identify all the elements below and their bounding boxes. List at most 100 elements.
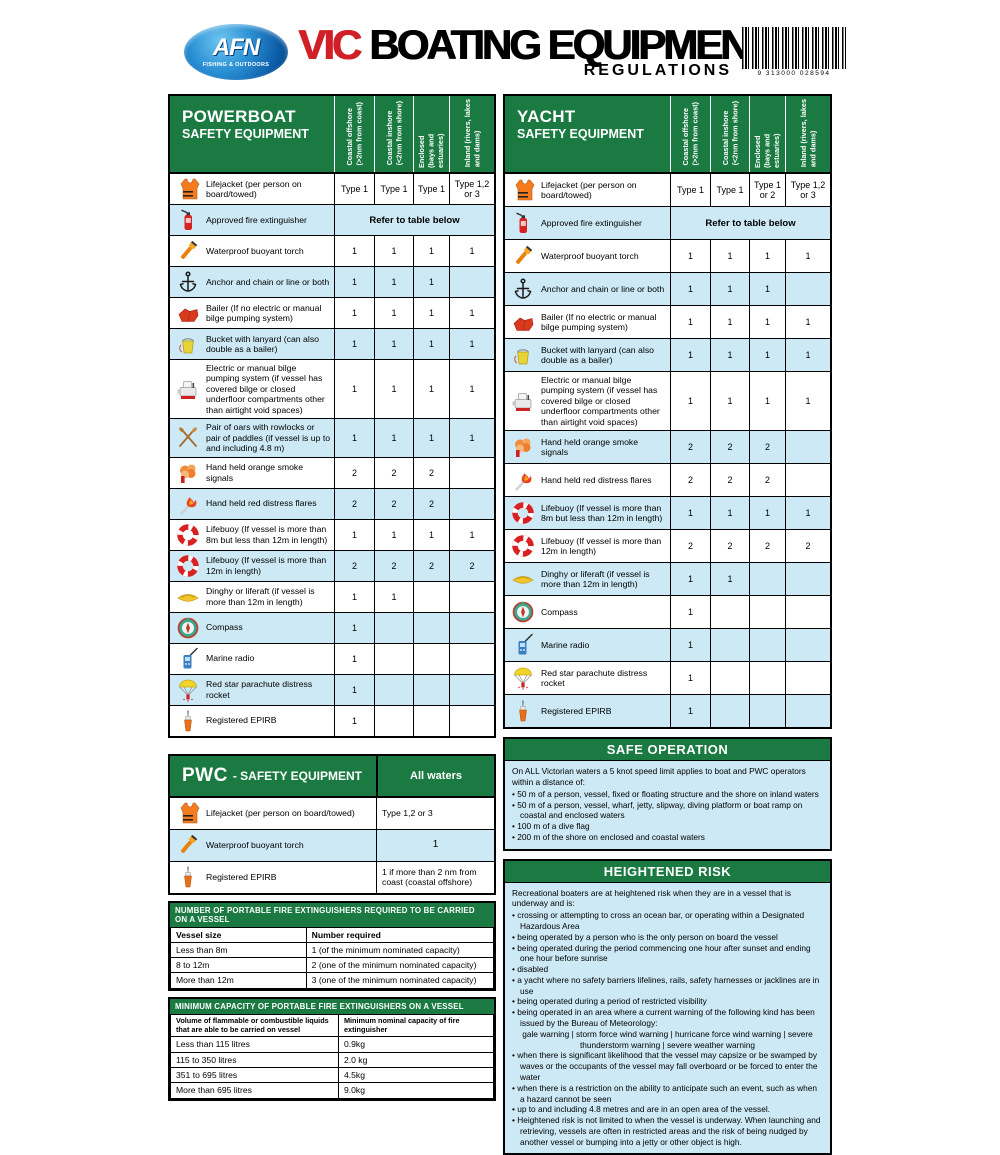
- bullet-item: • 200 m of the shore on enclosed and coa…: [512, 831, 705, 842]
- table-row: More than 12m 3 (one of the minimum nomin…: [170, 972, 495, 989]
- equipment-icon-cell: [505, 464, 541, 496]
- value-cell: [374, 674, 413, 705]
- table-row: Dinghy or liferaft (if vessel is more th…: [505, 562, 830, 596]
- equipment-icon-cell: [170, 613, 206, 643]
- value-cell: [413, 643, 449, 674]
- table-row: Lifejacket (per person on board/towed) Ty…: [170, 174, 494, 204]
- value-cell: 1: [749, 339, 785, 371]
- powerboat-table: POWERBOAT SAFETY EQUIPMENT Coastal offsh…: [168, 94, 496, 738]
- value-cell: 2: [413, 457, 449, 488]
- bailer-icon: [513, 317, 534, 331]
- equipment-icon-cell: [170, 360, 206, 418]
- value-cell: [374, 705, 413, 736]
- equipment-label: Registered EPIRB: [541, 705, 612, 716]
- equipment-label: Registered EPIRB: [206, 871, 277, 882]
- bilge-pump-icon: [512, 393, 532, 412]
- table-row: Less than 8m 1 (of the minimum nominated …: [170, 941, 495, 959]
- regulations-card: AFN FISHING & OUTDOORS VIC BOATING EQUIP…: [168, 20, 846, 1155]
- table-row: Bailer (If no electric or manual bilge p…: [505, 305, 830, 338]
- value-cell: 1: [449, 519, 494, 550]
- barcode: 9 313000 028594: [742, 24, 846, 77]
- equipment-label: Dinghy or liferaft (if vessel is more th…: [541, 568, 650, 590]
- value-cell: [785, 273, 830, 305]
- value-cell: 2: [374, 550, 413, 581]
- pwc-subtitle: - SAFETY EQUIPMENT: [232, 768, 362, 783]
- barcode-bars-icon: [742, 27, 846, 69]
- value-cell: 1: [334, 643, 374, 674]
- value-cell: [449, 643, 494, 674]
- radio-icon: [183, 647, 198, 668]
- value-cell: [413, 705, 449, 736]
- value-cell: 1: [413, 267, 449, 297]
- pwc-table-header: PWC - SAFETY EQUIPMENT All waters: [170, 755, 494, 798]
- title-main: BOATING EQUIPMENT: [369, 21, 773, 68]
- value-cell: 2: [413, 550, 449, 581]
- value-cell: [374, 612, 413, 643]
- equipment-label: Pair of oars with rowlocks or pair of pa…: [206, 422, 331, 454]
- equipment-label: Anchor and chain or line or both: [541, 283, 665, 294]
- value-cell: 1: [670, 339, 710, 371]
- value-cell: 1: [670, 563, 710, 596]
- equipment-icon-cell: [170, 520, 206, 550]
- equipment-label: Approved fire extinguisher: [541, 217, 642, 228]
- value-cell: 1: [749, 497, 785, 530]
- safe-operation-section: SAFE OPERATION On ALL Victorian waters a…: [503, 737, 832, 851]
- equipment-label: Marine radio: [541, 639, 590, 650]
- table-row: Electric or manual bilge pumping system …: [170, 359, 494, 419]
- value-cell: 1: [785, 240, 830, 272]
- equipment-icon-cell: [505, 174, 541, 206]
- table-cell: 1 (of the minimum nominated capacity): [305, 941, 495, 959]
- extinguisher-count-title: NUMBER OF PORTABLE FIRE EXTINGUISHERS RE…: [170, 902, 494, 927]
- table-column-header: Minimum nominal capacity of fire extingu…: [337, 1013, 495, 1038]
- barcode-number: 9 313000 028594: [757, 70, 831, 77]
- value-cell: 2: [710, 464, 749, 497]
- yacht-title: YACHT: [517, 107, 576, 126]
- bullet-item: gale warning | storm force wind warning …: [522, 1028, 813, 1050]
- bucket-icon: [514, 349, 529, 365]
- value-cell: 1: [449, 298, 494, 328]
- table-row: Lifebuoy (If vessel is more than 8m but …: [170, 518, 494, 550]
- table-cell: 4.5kg: [337, 1066, 495, 1084]
- lifejacket-icon: [515, 179, 535, 201]
- value-cell: 1: [413, 519, 449, 550]
- table-cell: 3 (one of the minimum nominated capacity…: [305, 972, 495, 989]
- value-cell: 1: [374, 236, 413, 266]
- heightened-risk-section: HEIGHTENED RISK Recreational boaters are…: [503, 858, 832, 1155]
- column-header-label: Coastal offshore (>2nm from coast): [681, 101, 700, 166]
- table-row: 115 to 350 litres 2.0 kg: [170, 1051, 495, 1068]
- value-cell: 1: [749, 273, 785, 305]
- value-cell: [710, 662, 749, 695]
- table-cell: More than 695 litres: [170, 1082, 339, 1099]
- value-cell: 1: [376, 829, 494, 861]
- spanning-value-cell: Refer to table below: [334, 205, 494, 235]
- equipment-icon-cell: [170, 675, 206, 705]
- lifebuoy-icon: [177, 554, 199, 577]
- afn-logo-oval: AFN FISHING & OUTDOORS: [184, 24, 288, 80]
- bullet-item: • being operated by a person who is the …: [512, 931, 778, 942]
- equipment-label: Bailer (If no electric or manual bilge p…: [541, 311, 657, 332]
- equipment-label: Hand held orange smoke signals: [541, 436, 639, 458]
- bucket-icon: [179, 338, 194, 354]
- dinghy-icon: [512, 576, 534, 584]
- parachute-rocket-icon: [514, 667, 532, 690]
- column-header-label: Inland (rivers, lakes and dams): [798, 99, 817, 168]
- table-row: Anchor and chain or line or both 1 1 1: [170, 266, 494, 297]
- table-row: Lifejacket (per person on board/towed) Ty…: [170, 797, 494, 829]
- table-row: Bucket with lanyard (can also double as …: [505, 338, 830, 371]
- value-cell: [413, 612, 449, 643]
- value-cell: Type 1: [670, 174, 710, 206]
- equipment-label: Lifebuoy (If vessel is more than 12m in …: [206, 555, 327, 576]
- equipment-icon-cell: [170, 419, 206, 456]
- value-cell: 1: [334, 705, 374, 736]
- brand-name: AFN: [212, 34, 260, 61]
- equipment-label: Bailer (If no electric or manual bilge p…: [206, 302, 322, 323]
- bullet-item: • when there is significant likelihood t…: [512, 1050, 818, 1082]
- value-cell: [785, 662, 830, 695]
- value-cell: 1: [710, 563, 749, 596]
- value-cell: 1: [749, 240, 785, 272]
- column-header: Coastal inshore (<2nm from shore): [710, 96, 749, 172]
- equipment-icon-cell: [505, 695, 541, 727]
- value-cell: 1: [670, 662, 710, 695]
- value-cell: 1: [374, 298, 413, 328]
- extinguisher-capacity-table: MINIMUM CAPACITY OF PORTABLE FIRE EXTING…: [168, 996, 496, 1101]
